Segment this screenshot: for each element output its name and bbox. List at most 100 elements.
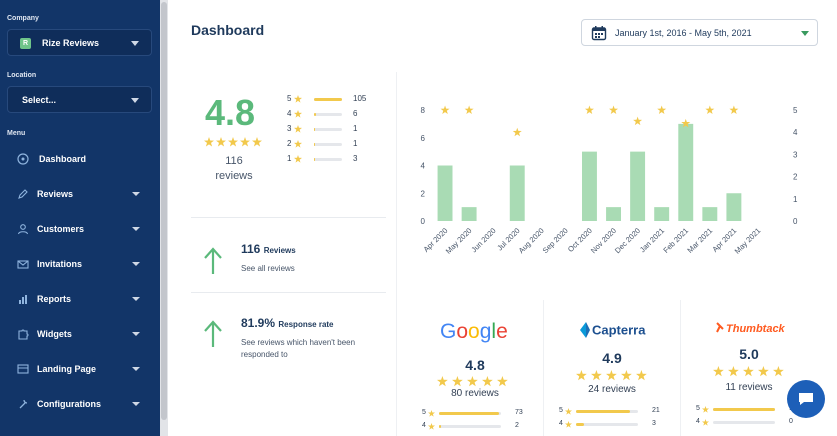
y-tick-right: 3 — [793, 150, 798, 159]
y-tick-left: 4 — [421, 162, 426, 171]
distribution-bar — [314, 98, 342, 101]
chevron-down-icon — [801, 31, 809, 36]
platform-distribution-bar — [439, 412, 501, 415]
platform-distribution-count: 73 — [515, 409, 523, 416]
company-value: Rize Reviews — [42, 38, 100, 48]
sidebar-item-reports[interactable]: Reports — [0, 288, 160, 310]
chart-bar — [726, 193, 742, 221]
star-icon — [758, 366, 769, 377]
bar-chart-icon — [19, 295, 27, 304]
platform-distribution-stars: 4 — [696, 418, 700, 425]
distribution-count: 6 — [353, 109, 358, 118]
sidebar-scroll-thumb[interactable] — [161, 2, 167, 420]
capterra-logo-text: Capterra — [592, 323, 646, 338]
chart-star — [584, 105, 594, 115]
star-icon — [565, 408, 572, 415]
star-icon — [216, 137, 226, 147]
location-select[interactable]: Select... — [7, 86, 152, 113]
star-icon — [702, 406, 709, 413]
chat-button[interactable] — [787, 380, 825, 418]
star-icon — [428, 423, 435, 430]
x-tick-label: Dec 2020 — [613, 226, 642, 255]
divider — [396, 72, 397, 436]
sidebar-item-label: Configurations — [37, 399, 101, 409]
distribution-bar-fill — [314, 113, 316, 116]
chevron-down-icon — [132, 402, 140, 406]
distribution-stars: 5 — [287, 94, 292, 103]
star-icon — [497, 376, 508, 387]
sidebar-item-customers[interactable]: Customers — [0, 218, 160, 240]
platform-distribution-bar — [576, 410, 638, 413]
x-tick-label: Sep 2020 — [541, 226, 570, 255]
distribution-stars: 4 — [287, 109, 292, 118]
divider — [543, 300, 544, 436]
distribution-bar — [314, 143, 342, 146]
sidebar-item-widgets[interactable]: Widgets — [0, 323, 160, 345]
chart-star — [440, 105, 450, 115]
sidebar-item-reviews[interactable]: Reviews — [0, 183, 160, 205]
location-value: Select... — [22, 95, 57, 105]
dashboard-icon — [17, 153, 29, 165]
star-icon — [482, 376, 493, 387]
divider — [680, 300, 681, 436]
chart-star — [609, 105, 619, 115]
unresponded-reviews-link[interactable]: See reviews which haven't been responded… — [241, 338, 356, 359]
star-icon — [565, 421, 572, 428]
sidebar-item-configurations[interactable]: Configurations — [0, 393, 160, 415]
star-icon — [437, 376, 448, 387]
x-tick-label: Feb 2021 — [661, 226, 690, 255]
sidebar-item-dashboard[interactable]: Dashboard — [0, 148, 160, 170]
chevron-down-icon — [132, 332, 140, 336]
pencil-icon — [18, 189, 28, 199]
see-all-reviews-link[interactable]: See all reviews — [241, 264, 295, 273]
y-tick-right: 0 — [793, 217, 798, 226]
review-count-word: reviews — [215, 170, 253, 182]
chart-bar — [654, 207, 670, 221]
sidebar-item-landing-page[interactable]: Landing Page — [0, 358, 160, 380]
chart-bar — [509, 165, 525, 221]
distribution-bar-fill — [314, 98, 342, 101]
calendar-icon — [591, 26, 607, 41]
divider — [191, 292, 386, 293]
platform-star-rating — [713, 366, 784, 377]
distribution-stars: 2 — [287, 139, 292, 148]
capterra-rating: 4.9 — [602, 350, 622, 366]
chat-bubble-icon — [799, 393, 813, 405]
star-icon — [606, 370, 617, 381]
y-tick-right: 4 — [793, 128, 798, 137]
chart-star — [464, 105, 474, 115]
chart-bar — [582, 151, 597, 221]
platform-distribution-stars: 4 — [422, 422, 426, 429]
y-tick-left: 8 — [421, 106, 426, 115]
sidebar-item-invitations[interactable]: Invitations — [0, 253, 160, 275]
star-icon — [204, 137, 214, 147]
distribution-stars: 1 — [287, 154, 292, 163]
platform-distribution-bar — [713, 408, 775, 411]
platform-distribution-count: 2 — [515, 422, 519, 429]
star-icon — [773, 366, 784, 377]
x-tick-label: Jun 2020 — [469, 226, 497, 254]
chevron-down-icon — [132, 262, 140, 266]
star-icon — [240, 137, 250, 147]
overall-review-count: 116 reviews — [214, 154, 254, 184]
arrow-up-icon — [204, 320, 222, 347]
star-icon — [636, 370, 647, 381]
star-icon — [294, 140, 302, 148]
star-icon — [294, 95, 302, 103]
thumbtack-logo-text: Thumbtack — [726, 323, 786, 335]
distribution-row: 5 105 — [287, 94, 387, 106]
user-icon — [17, 224, 29, 235]
company-select[interactable]: R Rize Reviews — [7, 29, 152, 56]
chevron-down-icon — [132, 227, 140, 231]
y-tick-left: 2 — [421, 189, 426, 198]
platform-distribution-fill — [713, 408, 775, 411]
date-range-picker[interactable]: January 1st, 2016 - May 5th, 2021 — [581, 19, 818, 46]
platform-distribution-stars: 5 — [559, 407, 563, 414]
y-tick-right: 2 — [793, 173, 798, 182]
platform-distribution-fill — [439, 412, 500, 415]
